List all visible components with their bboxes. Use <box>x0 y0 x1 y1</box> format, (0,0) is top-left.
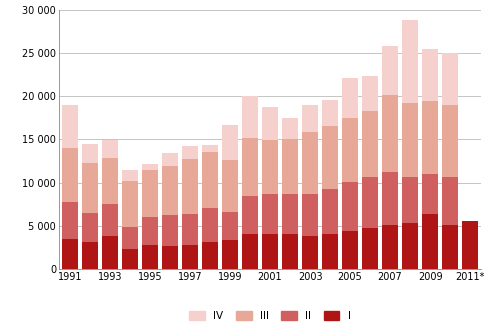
Bar <box>102 158 118 204</box>
Bar <box>62 202 78 239</box>
Bar <box>62 239 78 269</box>
Bar <box>242 138 258 196</box>
Bar <box>262 107 278 140</box>
Bar <box>162 166 178 215</box>
Bar <box>282 235 298 269</box>
Bar <box>182 146 198 159</box>
Bar <box>422 174 438 214</box>
Bar <box>222 125 238 160</box>
Bar <box>62 148 78 202</box>
Bar <box>282 139 298 194</box>
Bar <box>362 76 378 111</box>
Bar <box>242 196 258 235</box>
Bar <box>262 140 278 194</box>
Bar <box>182 245 198 269</box>
Bar <box>322 126 338 189</box>
Bar <box>222 212 238 240</box>
Bar <box>382 95 398 172</box>
Bar <box>82 242 98 269</box>
Bar <box>342 118 358 182</box>
Bar <box>242 96 258 138</box>
Bar <box>342 78 358 118</box>
Bar <box>122 171 138 181</box>
Bar <box>402 223 418 269</box>
Bar <box>282 118 298 139</box>
Bar <box>162 153 178 166</box>
Bar <box>202 208 218 242</box>
Bar <box>82 163 98 213</box>
Bar <box>142 170 158 217</box>
Bar <box>62 105 78 148</box>
Bar <box>282 194 298 235</box>
Bar <box>463 221 478 269</box>
Bar <box>302 236 318 269</box>
Bar <box>302 105 318 132</box>
Bar <box>402 176 418 223</box>
Bar <box>442 177 458 225</box>
Bar <box>102 204 118 236</box>
Bar <box>262 194 278 234</box>
Bar <box>402 103 418 176</box>
Bar <box>362 228 378 269</box>
Bar <box>202 242 218 269</box>
Bar <box>442 53 458 105</box>
Bar <box>362 176 378 228</box>
Bar <box>142 164 158 170</box>
Bar <box>82 213 98 242</box>
Bar <box>422 101 438 174</box>
Bar <box>422 49 438 101</box>
Bar <box>262 234 278 269</box>
Bar <box>122 227 138 249</box>
Bar <box>302 132 318 194</box>
Bar <box>422 214 438 269</box>
Bar <box>162 246 178 269</box>
Bar <box>182 214 198 245</box>
Bar <box>142 217 158 245</box>
Legend: IV, III, II, I: IV, III, II, I <box>190 311 351 321</box>
Bar <box>102 236 118 269</box>
Bar <box>442 105 458 177</box>
Bar <box>102 140 118 158</box>
Bar <box>162 215 178 246</box>
Bar <box>442 225 458 269</box>
Bar <box>342 231 358 269</box>
Bar <box>222 240 238 269</box>
Bar <box>322 189 338 234</box>
Bar <box>242 235 258 269</box>
Bar <box>362 111 378 176</box>
Bar <box>382 225 398 269</box>
Bar <box>222 160 238 212</box>
Bar <box>322 100 338 126</box>
Bar <box>122 249 138 269</box>
Bar <box>402 20 418 103</box>
Bar <box>202 152 218 208</box>
Bar <box>142 245 158 269</box>
Bar <box>202 145 218 152</box>
Bar <box>322 234 338 269</box>
Bar <box>82 144 98 163</box>
Bar <box>342 182 358 231</box>
Bar <box>182 159 198 214</box>
Bar <box>122 181 138 227</box>
Bar <box>382 172 398 225</box>
Bar <box>302 194 318 236</box>
Bar <box>382 46 398 95</box>
